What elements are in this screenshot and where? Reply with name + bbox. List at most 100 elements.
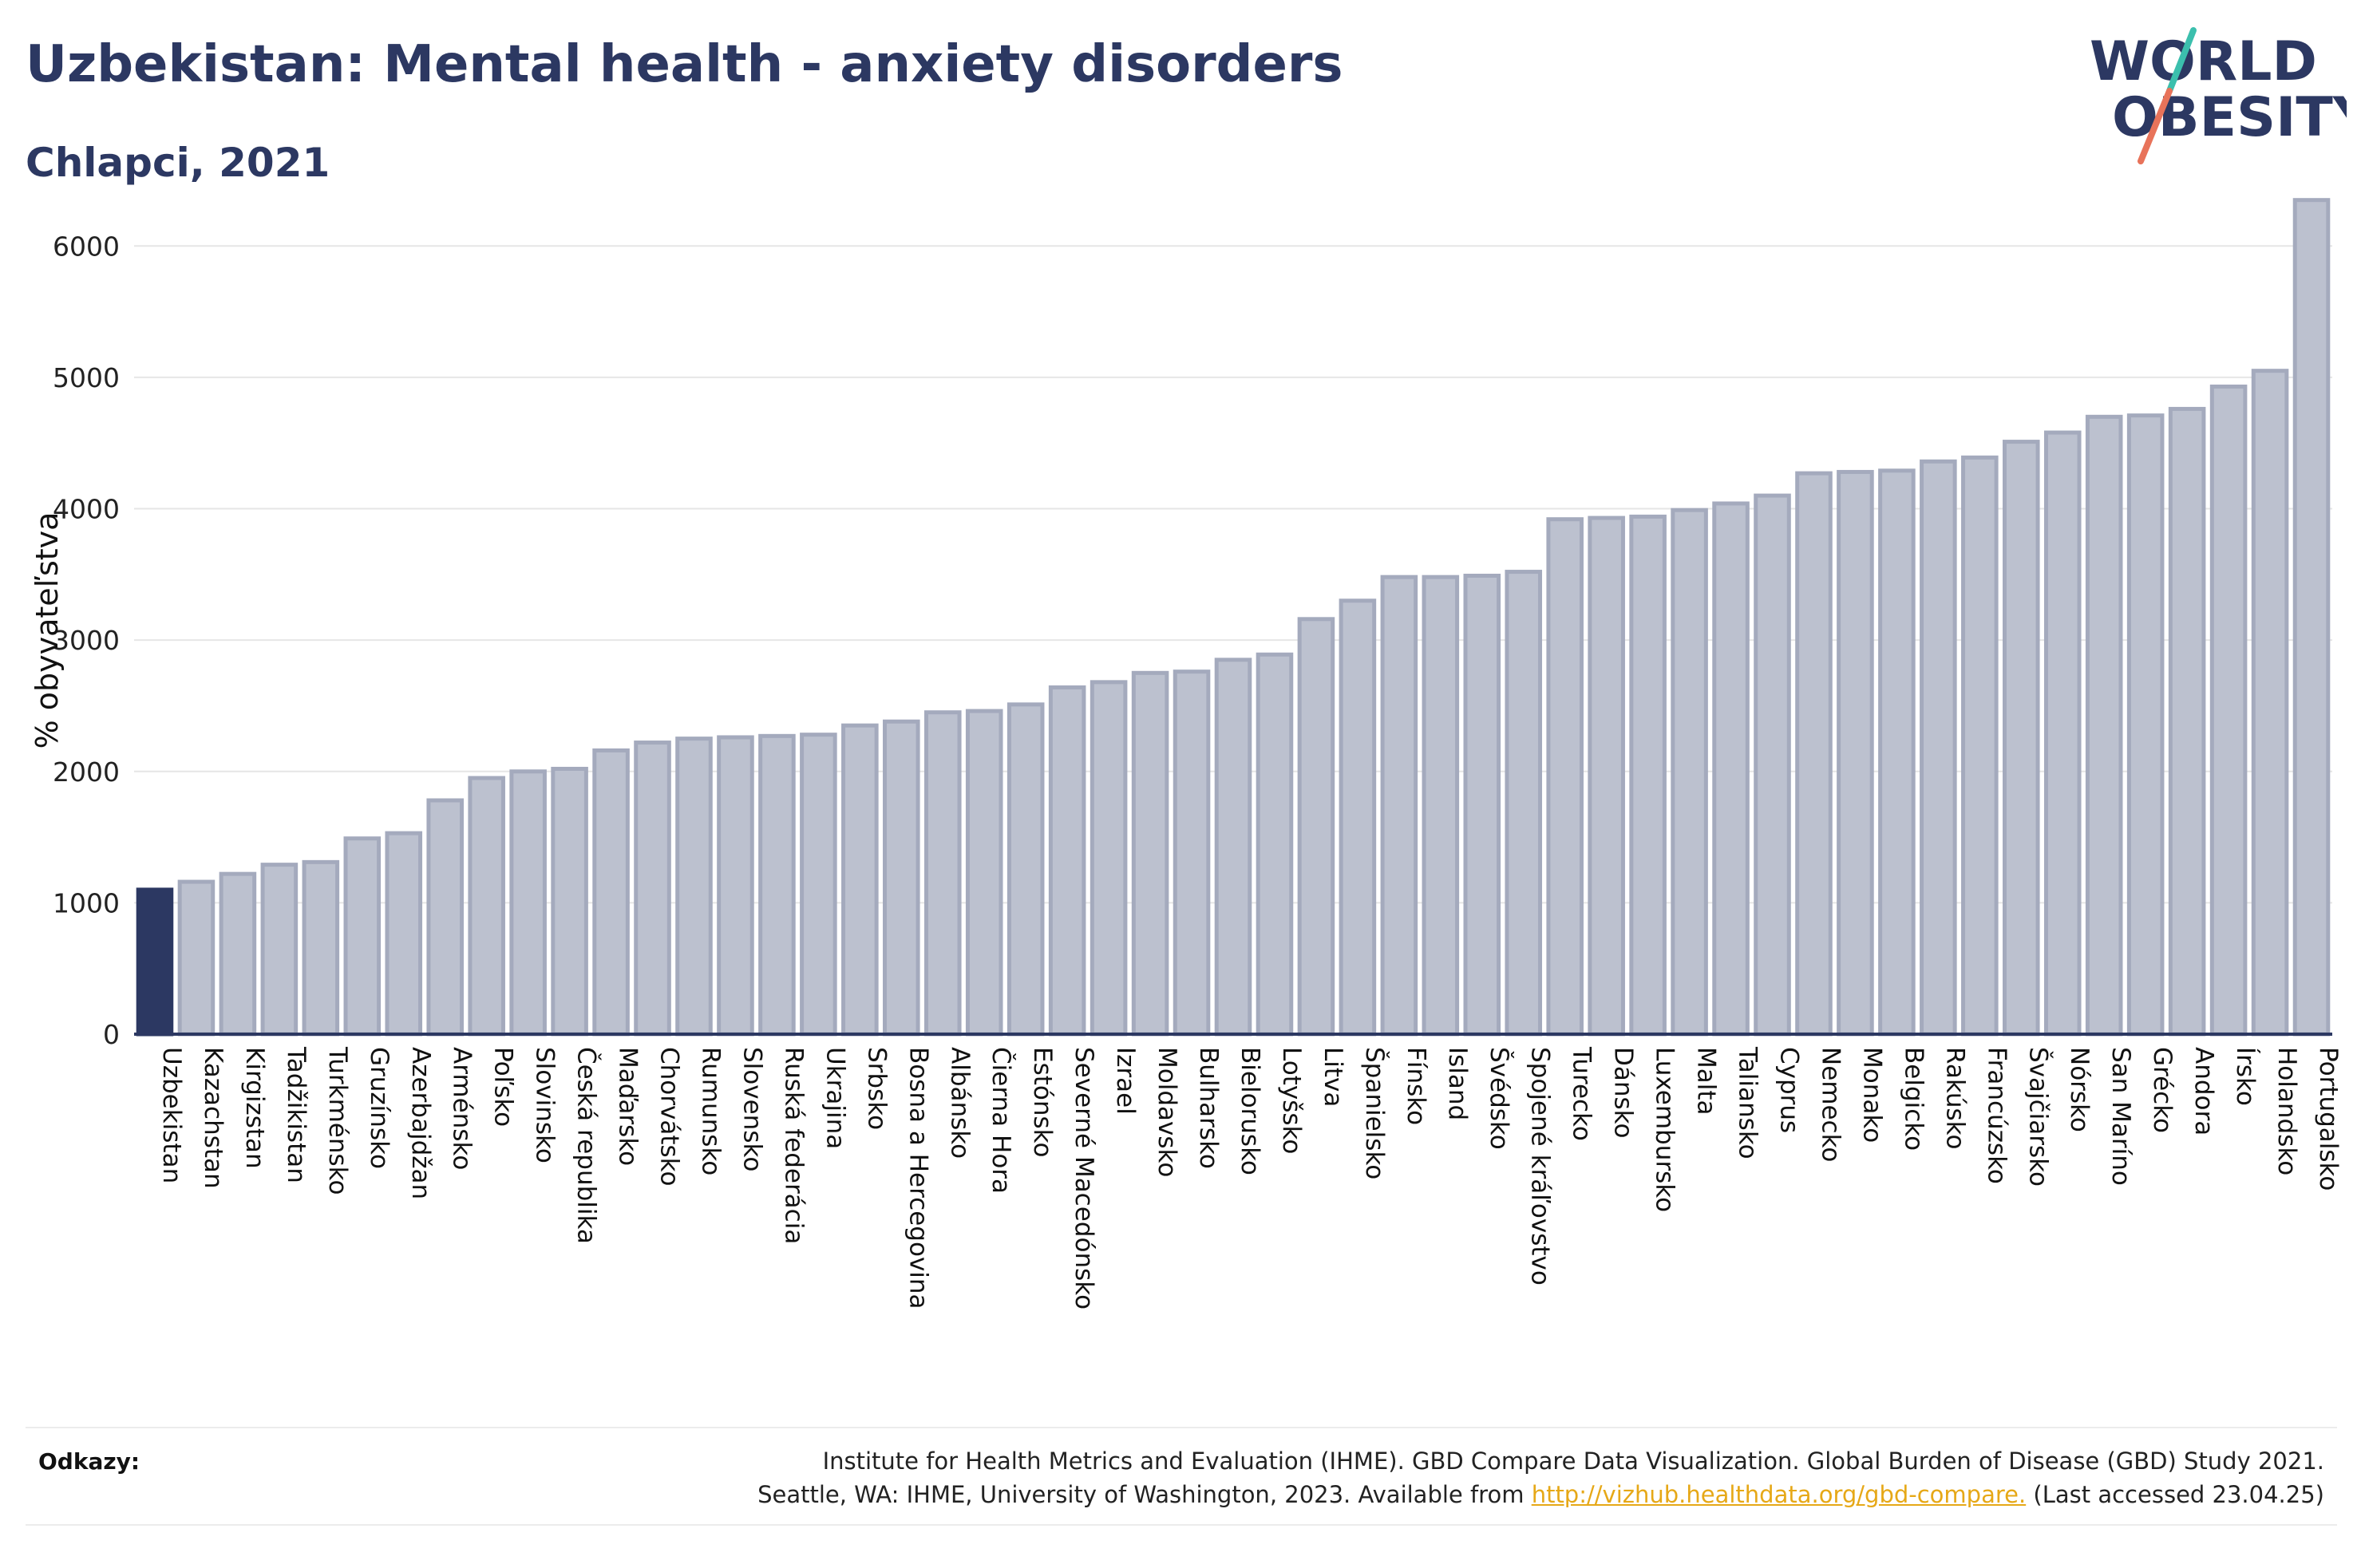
x-tick-label: Francúzsko	[1982, 1047, 2011, 1184]
bar	[1671, 508, 1708, 1037]
bar	[923, 710, 962, 1037]
x-tick-label: Cyprus	[1775, 1047, 1804, 1133]
x-tick-label: Kirgizstan	[240, 1047, 269, 1169]
bar	[2251, 369, 2289, 1037]
bar	[1920, 459, 1957, 1037]
bar	[1173, 669, 1211, 1037]
bar	[1006, 702, 1045, 1037]
bar	[426, 798, 465, 1037]
y-axis-label: % obyvateľstva	[30, 512, 65, 749]
x-tick-label: Gruzínsko	[365, 1047, 394, 1169]
bars	[136, 198, 2331, 1037]
x-tick-label: Chorvátsko	[655, 1047, 684, 1186]
bar	[2209, 384, 2248, 1037]
bar	[634, 741, 671, 1037]
bar	[1505, 570, 1543, 1037]
x-tick-label: Monako	[1857, 1047, 1886, 1143]
x-tick-label: Tadžikistan	[282, 1046, 310, 1183]
bar	[758, 733, 796, 1037]
logo-line1: WORLD	[2090, 30, 2317, 93]
logo-slash-coral	[2138, 88, 2173, 164]
y-tick-label: 6000	[53, 231, 120, 262]
bar	[2292, 198, 2331, 1037]
x-tick-label: Litva	[1319, 1047, 1347, 1107]
x-tick-label: Holandsko	[2272, 1047, 2301, 1175]
bar	[1297, 617, 1335, 1037]
x-tick-label: Čierna Hora	[987, 1047, 1016, 1194]
reference-link[interactable]: http://vizhub.healthdata.org/gbd-compare…	[1531, 1481, 2027, 1508]
x-tick-label: Španielsko	[1360, 1047, 1390, 1179]
bar	[551, 766, 588, 1037]
bar	[343, 836, 382, 1037]
x-tick-label: Slovinsko	[531, 1047, 560, 1163]
references-text: Institute for Health Metrics and Evaluat…	[488, 1444, 2324, 1511]
y-tick-label: 1000	[53, 887, 120, 918]
y-tick-label: 3000	[53, 625, 120, 656]
x-tick-label: Lotyšsko	[1277, 1047, 1306, 1154]
x-tick-label: Fínsko	[1402, 1047, 1430, 1125]
bar	[385, 831, 423, 1037]
bar	[1629, 514, 1667, 1037]
x-tick-label: Turkménsko	[323, 1046, 352, 1195]
y-tick-label: 0	[103, 1019, 120, 1050]
x-tick-label: Turecko	[1568, 1046, 1596, 1141]
x-tick-label: Rakúsko	[1940, 1047, 1969, 1149]
bar	[1712, 501, 1750, 1037]
reference-line-2-pre: Seattle, WA: IHME, University of Washing…	[757, 1481, 1532, 1508]
x-tick-label: Nórsko	[2065, 1047, 2094, 1132]
x-tick-label: Moldavsko	[1153, 1047, 1181, 1177]
bar	[1256, 652, 1294, 1037]
bar	[841, 723, 879, 1037]
x-tick-label: Grécko	[2148, 1047, 2177, 1133]
bar	[1131, 670, 1169, 1037]
x-tick-label: Česká republika	[572, 1047, 602, 1244]
bar	[1878, 468, 1916, 1037]
x-tick-label: Bulharsko	[1194, 1047, 1223, 1169]
bar	[2043, 430, 2082, 1037]
bar	[717, 735, 754, 1037]
y-axis-ticks: 0 1000 2000 3000 4000 5000 6000	[53, 231, 120, 1050]
reference-line-1: Institute for Health Metrics and Evaluat…	[822, 1448, 2324, 1475]
y-tick-label: 4000	[53, 494, 120, 525]
x-tick-label: Ruská federácia	[779, 1047, 808, 1244]
bar	[965, 709, 1003, 1037]
bar	[1090, 680, 1128, 1037]
reference-line-2: Seattle, WA: IHME, University of Washing…	[488, 1478, 2324, 1511]
bar	[2002, 440, 2040, 1037]
x-tick-label: Kazachstan	[199, 1047, 227, 1189]
bar	[260, 863, 299, 1037]
footer-divider-top	[26, 1427, 2337, 1428]
y-tick-label: 2000	[53, 756, 120, 788]
bar	[675, 737, 713, 1037]
bar	[1795, 471, 1833, 1037]
x-tick-label: Poľsko	[489, 1047, 518, 1127]
bar	[468, 776, 505, 1037]
bar	[2168, 406, 2206, 1037]
bar	[136, 887, 174, 1037]
bar	[1961, 455, 1999, 1037]
x-tick-label: Nemecko	[1816, 1047, 1845, 1162]
bar	[1463, 573, 1501, 1037]
bar-chart: 0 1000 2000 3000 4000 5000 6000 Uzbekistan Kaza…	[30, 198, 2343, 1309]
bar	[1339, 598, 1377, 1037]
bar	[800, 733, 837, 1037]
x-tick-label: Bosna a Hercegovina	[904, 1047, 932, 1309]
x-tick-label: Uzbekistan	[157, 1047, 186, 1183]
x-tick-label: Írsko	[2231, 1047, 2260, 1106]
x-tick-label: Dánsko	[1609, 1047, 1638, 1138]
x-tick-label: Albánsko	[945, 1047, 974, 1159]
bar	[1422, 575, 1460, 1037]
chart-subtitle: Chlapci, 2021	[26, 140, 330, 186]
x-tick-label: Izrael	[1111, 1047, 1140, 1115]
bar	[219, 871, 257, 1037]
x-tick-label: Severné Macedónsko	[1070, 1047, 1098, 1309]
x-tick-label: Azerbajdžan	[406, 1047, 435, 1199]
logo-slash-teal	[2166, 27, 2197, 94]
x-tick-label: Spojené kráľovstvo	[1526, 1047, 1555, 1286]
x-tick-label: Ukrajina	[821, 1047, 849, 1149]
reference-line-2-post: (Last accessed 23.04.25)	[2026, 1481, 2324, 1508]
bar	[177, 879, 216, 1037]
footer-divider-bottom	[26, 1524, 2337, 1526]
bar	[1048, 685, 1086, 1037]
x-tick-label: Švédsko	[1485, 1047, 1514, 1150]
